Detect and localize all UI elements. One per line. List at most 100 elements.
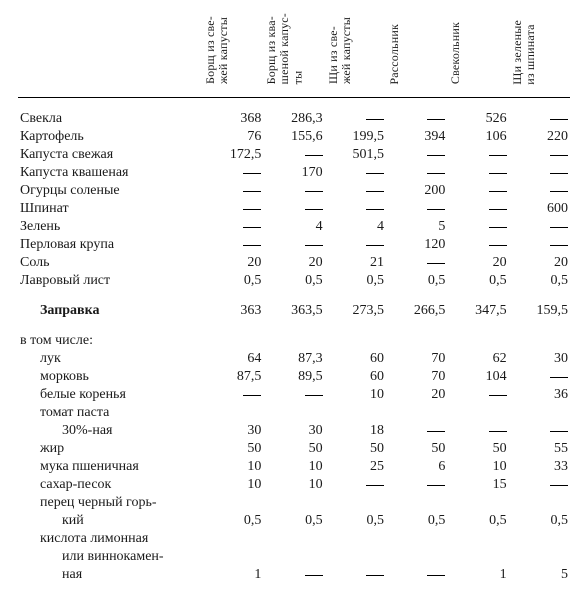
- row-label: Капуста квашеная: [18, 164, 202, 182]
- value-cell: [509, 404, 570, 422]
- value-cell: [386, 548, 447, 566]
- value-cell: 266,5: [386, 302, 447, 320]
- value-cell: 89,5: [263, 368, 324, 386]
- value-cell: 18: [325, 422, 386, 440]
- value-cell: [386, 566, 447, 584]
- table-row: Свекла368286,3526: [18, 110, 570, 128]
- value-cell: 199,5: [325, 128, 386, 146]
- row-label: томат паста: [18, 404, 202, 422]
- value-cell: [509, 218, 570, 236]
- value-cell: 62: [447, 350, 508, 368]
- value-cell: 10: [325, 386, 386, 404]
- value-cell: [263, 530, 324, 548]
- value-cell: [263, 146, 324, 164]
- value-cell: 170: [263, 164, 324, 182]
- value-cell: 70: [386, 368, 447, 386]
- value-cell: [386, 164, 447, 182]
- table-row: кислота лимонная: [18, 530, 570, 548]
- value-cell: 10: [202, 458, 263, 476]
- row-label: кий: [18, 512, 202, 530]
- value-cell: 0,5: [447, 512, 508, 530]
- value-cell: [386, 200, 447, 218]
- value-cell: [386, 146, 447, 164]
- table-row: сахар-песок101015: [18, 476, 570, 494]
- value-cell: [202, 494, 263, 512]
- value-cell: 0,5: [325, 512, 386, 530]
- row-label: Лавровый лист: [18, 272, 202, 290]
- value-cell: 10: [263, 458, 324, 476]
- value-cell: 60: [325, 368, 386, 386]
- table-row: мука пшеничная10102561033: [18, 458, 570, 476]
- value-cell: [263, 494, 324, 512]
- header-row: Борщ из све- жей капусты Борщ из ква- ше…: [18, 12, 570, 98]
- value-cell: 6: [386, 458, 447, 476]
- value-cell: 30: [202, 422, 263, 440]
- col-header: Щи зеленые из шпината: [511, 20, 537, 85]
- value-cell: 347,5: [447, 302, 508, 320]
- row-label: Шпинат: [18, 200, 202, 218]
- recipe-table: Борщ из све- жей капусты Борщ из ква- ше…: [18, 12, 570, 584]
- table-row: или виннокамен-: [18, 548, 570, 566]
- value-cell: [263, 404, 324, 422]
- value-cell: 155,6: [263, 128, 324, 146]
- col-header: Борщ из ква- шеной капус- ты: [265, 13, 305, 84]
- table-row: Капуста квашеная 170: [18, 164, 570, 182]
- value-cell: 0,5: [447, 272, 508, 290]
- value-cell: 30: [509, 350, 570, 368]
- value-cell: [447, 218, 508, 236]
- value-cell: [263, 200, 324, 218]
- value-cell: 0,5: [202, 272, 263, 290]
- value-cell: [202, 548, 263, 566]
- value-cell: [509, 164, 570, 182]
- table-row: Перловая крупа120: [18, 236, 570, 254]
- value-cell: 106: [447, 128, 508, 146]
- value-cell: [509, 182, 570, 200]
- row-label: лук: [18, 350, 202, 368]
- value-cell: [386, 422, 447, 440]
- value-cell: 64: [202, 350, 263, 368]
- row-label: Капуста свежая: [18, 146, 202, 164]
- value-cell: 0,5: [509, 512, 570, 530]
- value-cell: 5: [509, 566, 570, 584]
- value-cell: 50: [325, 440, 386, 458]
- table-row: белые коренья102036: [18, 386, 570, 404]
- row-label: Соль: [18, 254, 202, 272]
- table-row: лук6487,360706230: [18, 350, 570, 368]
- row-label: Зелень: [18, 218, 202, 236]
- value-cell: 20: [386, 386, 447, 404]
- value-cell: [386, 404, 447, 422]
- row-label: Перловая крупа: [18, 236, 202, 254]
- value-cell: [447, 422, 508, 440]
- table-row: Огурцы соленые200: [18, 182, 570, 200]
- value-cell: [386, 494, 447, 512]
- value-cell: 368: [202, 110, 263, 128]
- table-row: жир505050505055: [18, 440, 570, 458]
- value-cell: [202, 200, 263, 218]
- value-cell: [202, 164, 263, 182]
- value-cell: [447, 494, 508, 512]
- value-cell: 10: [447, 458, 508, 476]
- value-cell: 50: [263, 440, 324, 458]
- value-cell: [325, 236, 386, 254]
- row-label: мука пшеничная: [18, 458, 202, 476]
- value-cell: 104: [447, 368, 508, 386]
- value-cell: [509, 236, 570, 254]
- value-cell: [509, 110, 570, 128]
- value-cell: 0,5: [263, 272, 324, 290]
- value-cell: [325, 566, 386, 584]
- value-cell: 1: [202, 566, 263, 584]
- value-cell: [202, 218, 263, 236]
- value-cell: [325, 476, 386, 494]
- value-cell: 526: [447, 110, 508, 128]
- value-cell: 0,5: [386, 272, 447, 290]
- value-cell: [325, 530, 386, 548]
- value-cell: [509, 476, 570, 494]
- row-label: сахар-песок: [18, 476, 202, 494]
- value-cell: [386, 110, 447, 128]
- table-row: Соль2020212020: [18, 254, 570, 272]
- table-row: Лавровый лист0,50,50,50,50,50,5: [18, 272, 570, 290]
- value-cell: 20: [509, 254, 570, 272]
- value-cell: 20: [202, 254, 263, 272]
- value-cell: [509, 422, 570, 440]
- value-cell: 70: [386, 350, 447, 368]
